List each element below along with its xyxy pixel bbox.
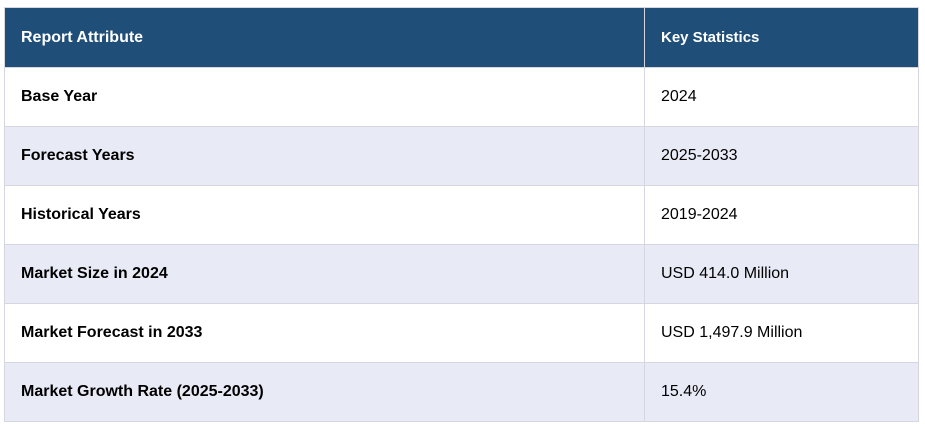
row-attribute: Market Growth Rate (2025-2033): [4, 362, 645, 422]
header-row: Report Attribute Key Statistics: [4, 7, 919, 68]
header-report-attribute: Report Attribute: [4, 7, 645, 68]
row-value: USD 414.0 Million: [644, 244, 919, 304]
table-body: Base Year 2024 Forecast Years 2025-2033 …: [4, 67, 919, 422]
row-value: 2024: [644, 67, 919, 127]
row-value: 15.4%: [644, 362, 919, 422]
table-row: Historical Years 2019-2024: [4, 185, 919, 245]
row-value: USD 1,497.9 Million: [644, 303, 919, 363]
row-value: 2019-2024: [644, 185, 919, 245]
table-row: Base Year 2024: [4, 67, 919, 127]
row-attribute: Market Forecast in 2033: [4, 303, 645, 363]
table-row: Market Growth Rate (2025-2033) 15.4%: [4, 362, 919, 422]
report-table-container: Report Attribute Key Statistics Base Yea…: [4, 7, 919, 422]
row-attribute: Market Size in 2024: [4, 244, 645, 304]
row-attribute: Forecast Years: [4, 126, 645, 186]
table-row: Market Forecast in 2033 USD 1,497.9 Mill…: [4, 303, 919, 363]
table-row: Forecast Years 2025-2033: [4, 126, 919, 186]
report-table: Report Attribute Key Statistics Base Yea…: [4, 7, 919, 422]
row-attribute: Base Year: [4, 67, 645, 127]
row-value: 2025-2033: [644, 126, 919, 186]
row-attribute: Historical Years: [4, 185, 645, 245]
table-header: Report Attribute Key Statistics: [4, 7, 919, 68]
table-row: Market Size in 2024 USD 414.0 Million: [4, 244, 919, 304]
header-key-statistics: Key Statistics: [644, 7, 919, 68]
